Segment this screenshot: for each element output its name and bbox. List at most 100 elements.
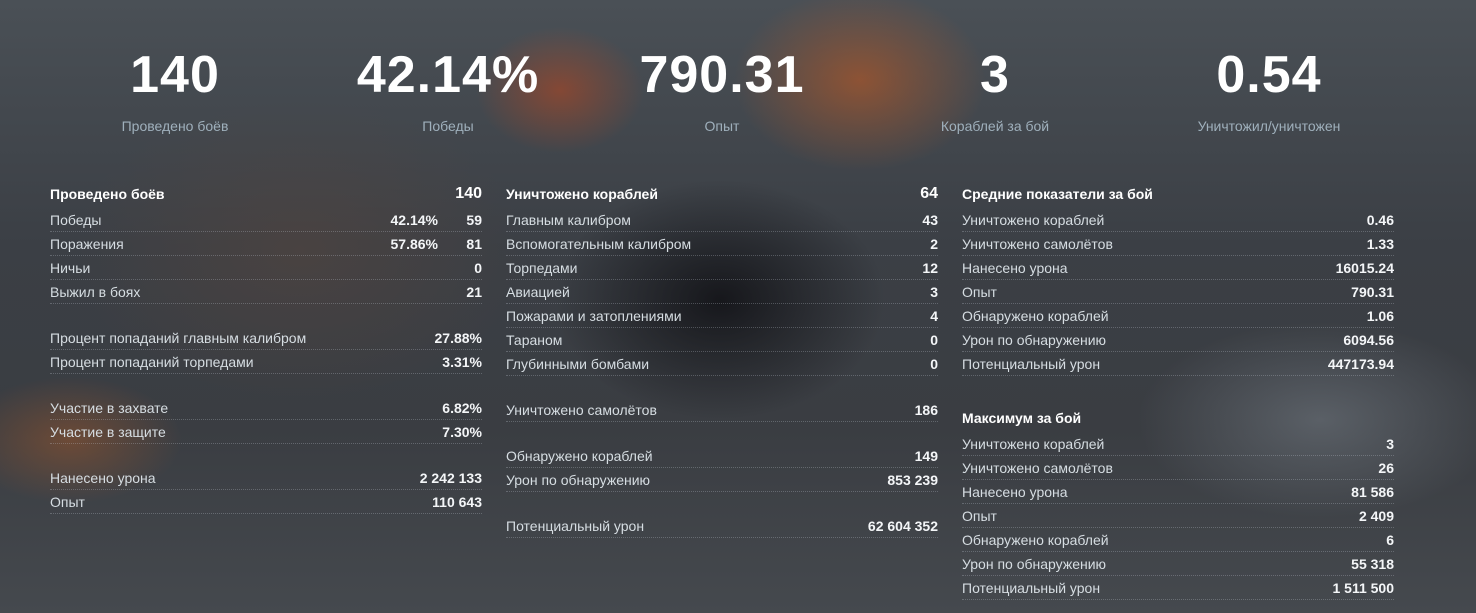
summary-value: 3 xyxy=(980,46,1010,104)
stat-label: Обнаружено кораблей xyxy=(962,532,1109,548)
stat-label: Участие в защите xyxy=(50,424,166,440)
stat-value: 62 604 352 xyxy=(867,518,938,534)
max-row: Урон по обнаружению 55 318 xyxy=(962,552,1394,576)
summary-label: Кораблей за бой xyxy=(940,118,1050,134)
summary-wins: 42.14% Победы xyxy=(318,40,578,134)
stat-label: Опыт xyxy=(962,508,997,524)
stat-row-spotted: Обнаружено кораблей 149 xyxy=(506,444,938,468)
stat-row-kills-torpedo: Торпедами 12 xyxy=(506,256,938,280)
section-total: 140 xyxy=(455,185,482,202)
stat-value: 21 xyxy=(466,284,482,300)
stat-label: Потенциальный урон xyxy=(506,518,645,534)
stat-label: Нанесено урона xyxy=(50,470,156,486)
stat-label: Уничтожено кораблей xyxy=(962,436,1105,452)
stat-row-kills-main: Главным калибром 43 xyxy=(506,208,938,232)
avg-row: Уничтожено кораблей 0.46 xyxy=(962,208,1394,232)
stat-value: 55 318 xyxy=(1351,556,1394,572)
summary-value: 790.31 xyxy=(639,46,805,104)
stat-value: 3.31% xyxy=(442,354,482,370)
summary-kd-ratio: 0.54 Уничтожил/уничтожен xyxy=(1139,40,1399,134)
stat-value: 81 586 xyxy=(1351,484,1394,500)
stat-value: 790.31 xyxy=(1351,284,1394,300)
stat-label: Авиацией xyxy=(506,284,570,300)
stat-label: Потенциальный урон xyxy=(962,580,1101,596)
stat-label: Тараном xyxy=(506,332,563,348)
stat-value: 1 511 500 xyxy=(1332,580,1394,596)
stat-label: Уничтожено самолётов xyxy=(962,236,1113,252)
summary-ships-per-battle: 3 Кораблей за бой xyxy=(865,40,1125,134)
stat-row-spot-damage: Урон по обнаружению 853 239 xyxy=(506,468,938,492)
max-row: Обнаружено кораблей 6 xyxy=(962,528,1394,552)
stat-row-defense: Участие в защите 7.30% xyxy=(50,420,482,444)
stat-value: 6.82% xyxy=(442,400,482,416)
stat-value: 0.46 xyxy=(1366,212,1394,228)
stat-value: 0 xyxy=(930,356,938,372)
stat-value: 43 xyxy=(922,212,938,228)
stat-label: Процент попаданий главным калибром xyxy=(50,330,307,346)
stat-row-kills-fire-flood: Пожарами и затоплениями 4 xyxy=(506,304,938,328)
section-total: 64 xyxy=(920,185,938,202)
stat-label: Участие в захвате xyxy=(50,400,169,416)
stat-value: 853 239 xyxy=(887,472,938,488)
stat-value: 2 409 xyxy=(1358,508,1394,524)
stat-value: 4 xyxy=(930,308,938,324)
stat-value: 110 643 xyxy=(432,494,482,510)
stat-row-survived: Выжил в боях 21 xyxy=(50,280,482,304)
summary-xp: 790.31 Опыт xyxy=(592,40,852,134)
section-title: Максимум за бой xyxy=(962,410,1082,426)
stat-value: 1.33 xyxy=(1366,236,1394,252)
stat-value: 12 xyxy=(922,260,938,276)
stat-row-draws: Ничьи 0 xyxy=(50,256,482,280)
stat-row-losses: Поражения 57.86% 81 xyxy=(50,232,482,256)
stat-label: Победы xyxy=(50,212,102,228)
stat-value: 7.30% xyxy=(442,424,482,440)
stat-value: 0 xyxy=(930,332,938,348)
stat-row-planes: Уничтожено самолётов 186 xyxy=(506,398,938,422)
avg-row: Нанесено урона 16015.24 xyxy=(962,256,1394,280)
stat-label: Урон по обнаружению xyxy=(962,332,1107,348)
section-title: Средние показатели за бой xyxy=(962,186,1153,202)
stat-label: Процент попаданий торпедами xyxy=(50,354,254,370)
summary-label: Проведено боёв xyxy=(121,118,229,134)
spacer xyxy=(962,376,1394,404)
stat-percent: 42.14% xyxy=(390,212,438,228)
stat-value: 59 xyxy=(466,212,482,228)
stat-value: 26 xyxy=(1378,460,1394,476)
stat-row-xp: Опыт 110 643 xyxy=(50,490,482,514)
stat-label: Нанесено урона xyxy=(962,484,1068,500)
stat-value: 149 xyxy=(914,448,938,464)
summary-label: Уничтожил/уничтожен xyxy=(1197,118,1341,134)
stat-label: Уничтожено самолётов xyxy=(506,402,657,418)
max-row: Потенциальный урон 1 511 500 xyxy=(962,576,1394,600)
avg-row: Потенциальный урон 447173.94 xyxy=(962,352,1394,376)
avg-row: Урон по обнаружению 6094.56 xyxy=(962,328,1394,352)
stat-label: Торпедами xyxy=(506,260,578,276)
stat-value: 0 xyxy=(474,260,482,276)
avg-row: Уничтожено самолётов 1.33 xyxy=(962,232,1394,256)
summary-value: 0.54 xyxy=(1216,46,1322,104)
battles-header: Проведено боёв 140 xyxy=(50,180,482,208)
average-header: Средние показатели за бой xyxy=(962,180,1394,208)
stat-label: Уничтожено самолётов xyxy=(962,460,1113,476)
max-row: Опыт 2 409 xyxy=(962,504,1394,528)
stat-row-hit-main: Процент попаданий главным калибром 27.88… xyxy=(50,326,482,350)
spacer xyxy=(506,492,938,514)
stat-row-capture: Участие в захвате 6.82% xyxy=(50,396,482,420)
stat-value: 27.88% xyxy=(434,330,482,346)
stat-label: Глубинными бомбами xyxy=(506,356,650,372)
stat-label: Уничтожено кораблей xyxy=(962,212,1105,228)
summary-bar: 140 Проведено боёв 42.14% Победы 790.31 … xyxy=(0,40,1476,150)
spacer xyxy=(506,376,938,398)
spacer xyxy=(50,304,482,326)
stat-label: Урон по обнаружению xyxy=(962,556,1107,572)
spacer xyxy=(506,422,938,444)
battles-column: Проведено боёв 140 Победы 42.14% 59 Пора… xyxy=(50,180,482,514)
stat-label: Поражения xyxy=(50,236,124,252)
stat-label: Обнаружено кораблей xyxy=(506,448,653,464)
stat-row-hit-torpedo: Процент попаданий торпедами 3.31% xyxy=(50,350,482,374)
stat-value: 16015.24 xyxy=(1335,260,1394,276)
maximum-header: Максимум за бой xyxy=(962,404,1394,432)
stat-value: 3 xyxy=(1386,436,1394,452)
max-row: Уничтожено самолётов 26 xyxy=(962,456,1394,480)
max-row: Нанесено урона 81 586 xyxy=(962,480,1394,504)
